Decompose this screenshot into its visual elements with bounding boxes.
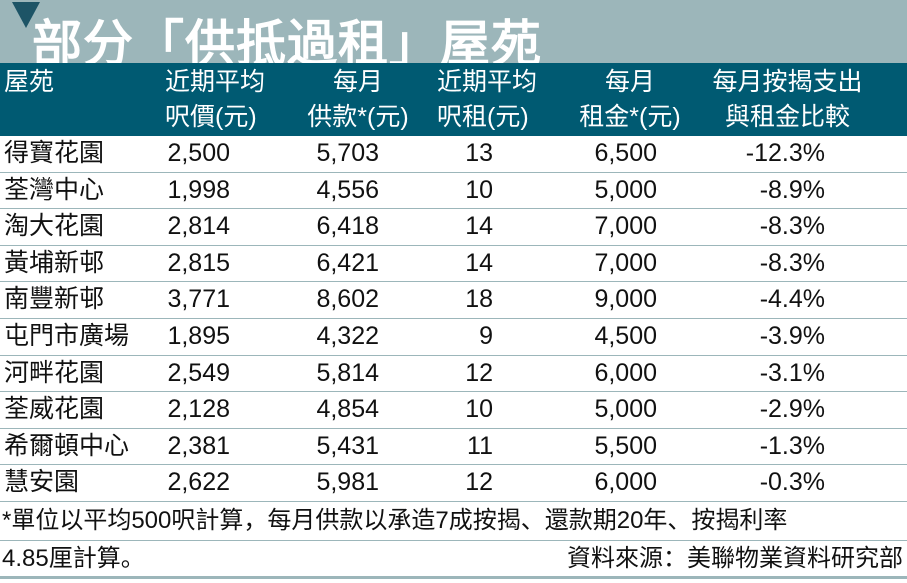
cell-comparison: -3.9% [759,322,825,350]
cell-monthly-mortgage: 6,418 [316,212,379,241]
cell-estate: 南豐新邨 [4,285,105,314]
cell-price-psf: 1,895 [167,322,230,350]
cell-monthly-rent: 6,000 [594,468,657,497]
cell-comparison: -8.3% [759,248,825,277]
cell-monthly-mortgage: 4,322 [316,322,379,350]
title-band: 部分「供抵過租」屋苑 [0,0,907,72]
table-row: 荃威花園 2,128 4,854 10 5,000 -2.9% [0,392,907,429]
cell-monthly-rent: 7,000 [594,212,657,241]
cell-estate: 荃威花園 [4,395,105,424]
chart-title: 部分「供抵過租」屋苑 [32,16,542,72]
cell-rent-psf: 10 [465,175,493,204]
table-row: 慧安園 2,622 5,981 12 6,000 -0.3% [0,465,907,502]
cell-rent-psf: 9 [479,322,493,350]
cell-monthly-mortgage: 4,556 [316,175,379,204]
cell-estate: 淘大花園 [4,212,105,241]
cell-estate: 黃埔新邨 [4,248,105,277]
triangle-marker-icon [12,2,40,28]
cell-monthly-rent: 5,000 [594,175,657,204]
header-rent-psf: 近期平均 呎租(元) [437,68,538,131]
cell-monthly-mortgage: 5,981 [316,468,379,497]
header-price-psf: 近期平均 呎價(元) [165,68,266,131]
cell-rent-psf: 11 [467,431,493,460]
cell-monthly-rent: 9,000 [594,285,657,314]
footnote-row: 4.85厘計算。 資料來源：美聯物業資料研究部 [0,541,907,579]
cell-price-psf: 2,622 [167,468,230,497]
cell-estate: 得寶花園 [4,139,105,167]
cell-comparison: -12.3% [745,139,825,167]
cell-comparison: -4.4% [759,285,825,314]
table-row: 荃灣中心 1,998 4,556 10 5,000 -8.9% [0,173,907,210]
cell-comparison: -0.3% [759,468,825,497]
cell-estate: 希爾頓中心 [4,431,130,460]
header-monthly-rent: 每月 租金*(元) [579,68,681,131]
cell-comparison: -2.9% [759,395,825,424]
header-comparison: 每月按揭支出 與租金比較 [712,68,863,131]
cell-price-psf: 2,814 [167,212,230,241]
cell-monthly-mortgage: 5,703 [316,139,379,167]
cell-price-psf: 1,998 [167,175,230,204]
header-monthly-mortgage: 每月 供款*(元) [307,68,409,131]
cell-rent-psf: 10 [465,395,493,424]
cell-comparison: -8.9% [759,175,825,204]
table-row: 黃埔新邨 2,815 6,421 14 7,000 -8.3% [0,246,907,283]
cell-price-psf: 2,815 [167,248,230,277]
cell-monthly-rent: 5,500 [594,431,657,460]
cell-comparison: -8.3% [759,212,825,241]
cell-monthly-mortgage: 4,854 [316,395,379,424]
cell-estate: 屯門市廣場 [4,322,130,350]
cell-monthly-mortgage: 6,421 [316,248,379,277]
table-row: 希爾頓中心 2,381 5,431 11 5,500 -1.3% [0,429,907,466]
cell-monthly-mortgage: 5,431 [316,431,379,460]
table-row: 屯門市廣場 1,895 4,322 9 4,500 -3.9% [0,319,907,356]
header-estate: 屋苑 [4,68,55,96]
cell-monthly-rent: 6,000 [594,358,657,387]
footnote-continued: 4.85厘計算。 [2,545,145,572]
cell-comparison: -1.3% [759,431,825,460]
table-row: 得寶花園 2,500 5,703 13 6,500 -12.3% [0,136,907,173]
cell-monthly-rent: 5,000 [594,395,657,424]
cell-rent-psf: 18 [465,285,493,314]
cell-estate: 慧安園 [4,468,80,497]
cell-estate: 河畔花園 [4,358,105,387]
table-row: 淘大花園 2,814 6,418 14 7,000 -8.3% [0,209,907,246]
table-row: 南豐新邨 3,771 8,602 18 9,000 -4.4% [0,282,907,319]
cell-rent-psf: 12 [465,468,493,497]
cell-estate: 荃灣中心 [4,175,105,204]
cell-price-psf: 2,500 [167,139,230,167]
cell-comparison: -3.1% [759,358,825,387]
cell-monthly-mortgage: 8,602 [316,285,379,314]
cell-price-psf: 2,381 [167,431,230,460]
cell-rent-psf: 14 [465,248,493,277]
source-credit: 資料來源：美聯物業資料研究部 [567,545,903,572]
cell-monthly-mortgage: 5,814 [316,358,379,387]
cell-rent-psf: 14 [465,212,493,241]
cell-rent-psf: 13 [465,139,493,167]
cell-price-psf: 2,549 [167,358,230,387]
table-row: 河畔花園 2,549 5,814 12 6,000 -3.1% [0,356,907,393]
cell-rent-psf: 12 [465,358,493,387]
footnote: *單位以平均500呎計算，每月供款以承造7成按揭、還款期20年、按揭利率 [0,503,907,541]
cell-price-psf: 2,128 [167,395,230,424]
table-header: 屋苑 近期平均 呎價(元) 每月 供款*(元) 近期平均 呎租(元) 每月 租金*(元)… [0,63,907,136]
cell-monthly-rent: 7,000 [594,248,657,277]
cell-monthly-rent: 4,500 [594,322,657,350]
cell-monthly-rent: 6,500 [594,139,657,167]
cell-price-psf: 3,771 [167,285,230,314]
